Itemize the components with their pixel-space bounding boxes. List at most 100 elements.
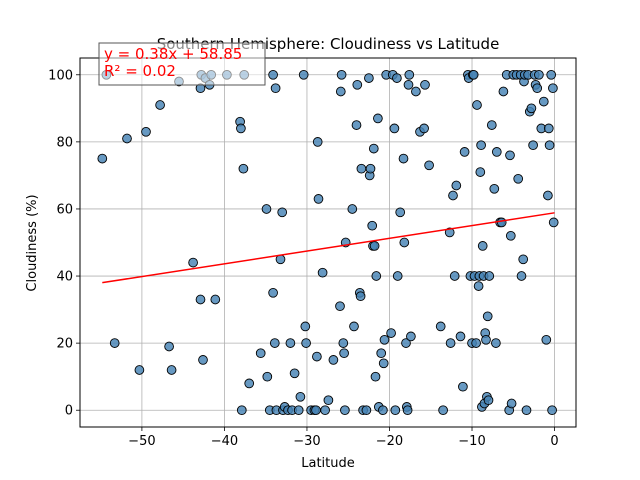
annotation-box [98,42,266,86]
data-point [516,271,527,281]
data-point [543,123,554,134]
data-point [336,69,347,80]
x-tick-label: −10 [458,434,485,449]
data-point [473,281,484,291]
x-axis-ticks: −50 −40 −30 −20 −10 0 [128,427,559,449]
data-point [451,180,462,191]
data-point [361,405,372,416]
data-point [424,160,434,171]
data-point [368,143,379,154]
data-point [392,271,403,281]
data-point [376,348,387,359]
x-tick-label: −50 [128,434,155,449]
data-point [255,348,266,359]
data-point [262,371,273,382]
x-tick-label: −30 [293,434,320,449]
data-point [300,321,311,332]
data-point [166,365,177,375]
data-point [311,405,321,416]
data-point [378,358,389,369]
data-point [526,103,537,114]
y-tick-label: 0 [65,404,73,419]
data-point [406,331,416,342]
data-point [402,405,413,416]
data-point [338,338,349,348]
data-point [420,79,430,90]
data-point [484,271,495,281]
data-point [476,140,486,151]
data-point [164,341,174,352]
data-point [134,365,145,375]
data-point [403,79,414,90]
data-point [496,217,507,228]
grid-lines [80,58,576,427]
data-point [455,331,466,342]
data-point [109,338,120,348]
data-point [369,241,380,251]
data-point [293,405,304,416]
data-point [210,294,221,305]
data-point [268,69,278,80]
data-point [541,334,552,345]
data-point [477,241,488,251]
data-point [373,113,383,124]
data-point [323,395,334,406]
x-axis-label: Latitude [301,456,355,471]
data-point [521,405,532,416]
data-point [444,227,455,238]
data-point [349,321,359,332]
data-point [198,355,208,365]
y-tick-label: 60 [56,202,73,217]
data-point [268,287,278,298]
data-point [261,204,272,214]
data-point [505,230,516,241]
data-point [534,69,544,80]
data-point [482,311,493,322]
data-point [270,83,281,94]
data-point [367,220,378,231]
data-point [392,73,402,83]
data-point [506,398,517,409]
y-axis-ticks: 0 20 40 60 80 100 [48,68,80,419]
data-point [364,73,374,83]
data-point [395,207,406,218]
data-point [277,207,288,218]
data-point [386,328,396,338]
data-points [97,69,559,416]
data-point [320,405,330,416]
data-point [468,69,479,80]
data-point [312,351,322,362]
data-point [295,391,306,402]
data-point [238,163,249,174]
data-point [195,294,206,305]
y-tick-label: 20 [56,337,73,352]
data-point [532,83,543,94]
data-point [328,355,339,365]
data-point [547,405,557,416]
data-point [481,334,491,345]
data-point [399,237,410,248]
data-point [390,405,401,416]
data-point [378,405,388,416]
data-point [339,348,349,359]
x-tick-label: −40 [211,434,238,449]
data-point [313,194,324,204]
regression-annotation: y = 0.38x + 58.85 R² = 0.02 [98,42,266,86]
data-point [548,217,559,228]
y-tick-label: 100 [48,68,73,83]
x-tick-label: 0 [550,434,558,449]
data-point [548,83,558,94]
data-point [317,267,328,278]
data-point [471,338,481,348]
data-point [419,123,429,134]
data-point [544,140,555,151]
data-point [356,163,367,174]
data-point [289,368,300,379]
data-point [141,126,151,137]
data-point [435,321,446,332]
data-point [438,405,448,416]
data-point [97,153,108,164]
x-tick-label: −20 [376,434,403,449]
y-tick-label: 40 [56,270,73,285]
